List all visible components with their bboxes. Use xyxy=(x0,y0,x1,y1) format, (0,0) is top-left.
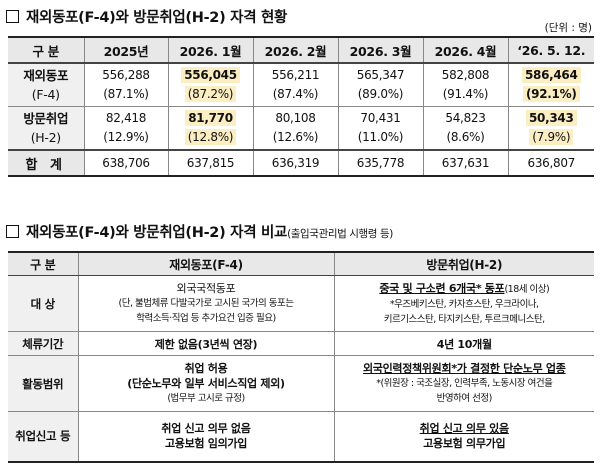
table-row-f4: 재외동포 (F-4) 556,288 (87.1%) 556,045 (87.2%)… xyxy=(8,63,594,107)
h2-report-line: 고용보험 의무가입 xyxy=(423,437,506,451)
row-label: 방문취업 (H-2) xyxy=(8,106,84,151)
comparison-table: 구 분 재외동포(F-4) 방문취업(H-2) 대 상 외국국적동포 (단, 불… xyxy=(8,251,594,463)
table-row-total: 합 계 638,706 637,815 636,319 635,778 637,… xyxy=(8,149,594,176)
h2-report-line: 취업 신고 의무 있음 xyxy=(419,422,509,436)
f4-report-line: 고용보험 임의가입 xyxy=(164,437,248,451)
f4-stay-cell: 제한 없음(3년씩 연장) xyxy=(77,331,334,356)
f4-activity-line: 취업 허용 xyxy=(184,362,228,375)
header-cell: 2026. 2월 xyxy=(252,37,338,64)
row-label-line1: 재외동포 xyxy=(23,68,69,83)
f4-report-line: 취업 신고 의무 없음 xyxy=(161,422,251,436)
row-label-line2: (F-4) xyxy=(31,87,60,102)
f4-target-line: 외국국적동포 xyxy=(176,282,236,295)
section2-note: (출입국관리법 시행령 등) xyxy=(287,228,393,240)
header-cell: 구 분 xyxy=(8,252,78,276)
f4-activity-line: (단순노무와 일부 서비스직업 제외) xyxy=(127,377,285,390)
f4-report-cell: 취업 신고 의무 없음 고용보험 임의가입 xyxy=(77,411,334,462)
f4-activity-cell: 취업 허용 (단순노무와 일부 서비스직업 제외) (법무부 고시로 규정) xyxy=(77,355,334,412)
header-cell: 2026. 3월 xyxy=(337,37,423,64)
data-cell-highlight: 50,343 (7.9%) xyxy=(507,106,594,151)
total-label: 합 계 xyxy=(8,149,84,176)
total-cell: 636,319 xyxy=(252,149,338,176)
header-cell: 구 분 xyxy=(8,37,84,64)
data-cell: 556,288 (87.1%) xyxy=(83,63,168,107)
row-label: 취업신고 등 xyxy=(8,411,78,462)
header-cell: 재외동포(F-4) xyxy=(77,252,334,276)
row-label-line1: 방문취업 xyxy=(23,111,69,126)
f4-target-line: (단, 불법체류 다발국가로 고시된 국가의 동포는 xyxy=(118,298,294,309)
data-cell-highlight: 556,045 (87.2%) xyxy=(167,63,253,107)
f4-activity-line: (법무부 고시로 규정) xyxy=(167,393,245,404)
status-table-header: 구 분 2025년 2026. 1월 2026. 2월 2026. 3월 202… xyxy=(8,37,594,64)
table-row-stay: 체류기간 제한 없음(3년씩 연장) 4년 10개월 xyxy=(8,331,594,356)
total-cell: 635,778 xyxy=(337,149,423,176)
total-cell: 637,631 xyxy=(422,149,508,176)
section1-title: 재외동포(F-4)와 방문취업(H-2) 자격 현황 xyxy=(6,6,287,27)
data-cell: 556,211 (87.4%) xyxy=(252,63,338,107)
h2-target-line: 중국 및 구소련 6개국* 동포 xyxy=(379,281,505,295)
table-row-activity: 활동범위 취업 허용 (단순노무와 일부 서비스직업 제외) (법무부 고시로 … xyxy=(8,355,594,412)
data-cell-highlight: 81,770 (12.8%) xyxy=(167,106,253,151)
h2-target-cell: 중국 및 구소련 6개국* 동포(18세 이상) *우즈베키스탄, 카자흐스탄,… xyxy=(333,275,594,332)
header-cell: 2026. 1월 xyxy=(167,37,253,64)
h2-target-age: (18세 이상) xyxy=(504,283,550,295)
data-cell: 582,808 (91.4%) xyxy=(422,63,508,107)
header-cell: 2026. 4월 xyxy=(422,37,508,64)
row-label: 재외동포 (F-4) xyxy=(8,63,84,107)
data-cell: 54,823 (8.6%) xyxy=(422,106,508,151)
f4-target-line: 학력소득·직업 등 추가요건 입증 필요) xyxy=(136,313,276,324)
section2-title: 재외동포(F-4)와 방문취업(H-2) 자격 비교(출입국관리법 시행령 등) xyxy=(6,221,393,242)
h2-activity-line: 반영하여 선정) xyxy=(436,393,493,404)
checkbox-square-icon xyxy=(6,225,19,238)
row-label: 대 상 xyxy=(8,275,78,332)
total-cell: 638,706 xyxy=(83,149,168,176)
header-cell: ‘26. 5. 12. xyxy=(507,37,594,64)
unit-label: (단위 : 명) xyxy=(544,22,592,34)
f4-target-cell: 외국국적동포 (단, 불법체류 다발국가로 고시된 국가의 동포는 학력소득·직… xyxy=(77,275,334,332)
total-cell: 636,807 xyxy=(507,149,594,176)
checkbox-square-icon xyxy=(6,10,19,23)
data-cell-highlight: 586,464 (92.1%) xyxy=(507,63,594,107)
h2-stay-cell: 4년 10개월 xyxy=(333,331,594,356)
table-row-h2: 방문취업 (H-2) 82,418 (12.9%) 81,770 (12.8%) 8… xyxy=(8,106,594,151)
data-cell: 80,108 (12.6%) xyxy=(252,106,338,151)
header-cell: 2025년 xyxy=(83,37,168,64)
status-table: 구 분 2025년 2026. 1월 2026. 2월 2026. 3월 202… xyxy=(8,36,594,177)
h2-activity-line: 외국인력정책위원회*가 결정한 단순노무 업종 xyxy=(362,362,566,375)
row-label: 체류기간 xyxy=(8,331,78,356)
data-cell: 70,431 (11.0%) xyxy=(337,106,423,151)
comparison-table-header: 구 분 재외동포(F-4) 방문취업(H-2) xyxy=(8,252,594,276)
row-label: 활동범위 xyxy=(8,355,78,412)
h2-report-cell: 취업 신고 의무 있음 고용보험 의무가입 xyxy=(333,411,594,462)
header-cell: 방문취업(H-2) xyxy=(333,252,594,276)
data-cell: 565,347 (89.0%) xyxy=(337,63,423,107)
h2-activity-cell: 외국인력정책위원회*가 결정한 단순노무 업종 *(위원장 : 국조실장, 인력… xyxy=(333,355,594,412)
row-label-line2: (H-2) xyxy=(30,130,61,145)
table-row-target: 대 상 외국국적동포 (단, 불법체류 다발국가로 고시된 국가의 동포는 학력… xyxy=(8,275,594,332)
data-cell: 82,418 (12.9%) xyxy=(83,106,168,151)
h2-target-line: 키르기스스탄, 타지키스탄, 투르크메니스탄, xyxy=(383,313,545,325)
table-row-report: 취업신고 등 취업 신고 의무 없음 고용보험 임의가입 취업 신고 의무 있음… xyxy=(8,411,594,462)
h2-target-line: *우즈베키스탄, 카자흐스탄, 우크라이나, xyxy=(389,298,539,310)
total-cell: 637,815 xyxy=(167,149,253,176)
h2-activity-line: *(위원장 : 국조실장, 인력부족, 노동시장 여건을 xyxy=(376,378,553,389)
